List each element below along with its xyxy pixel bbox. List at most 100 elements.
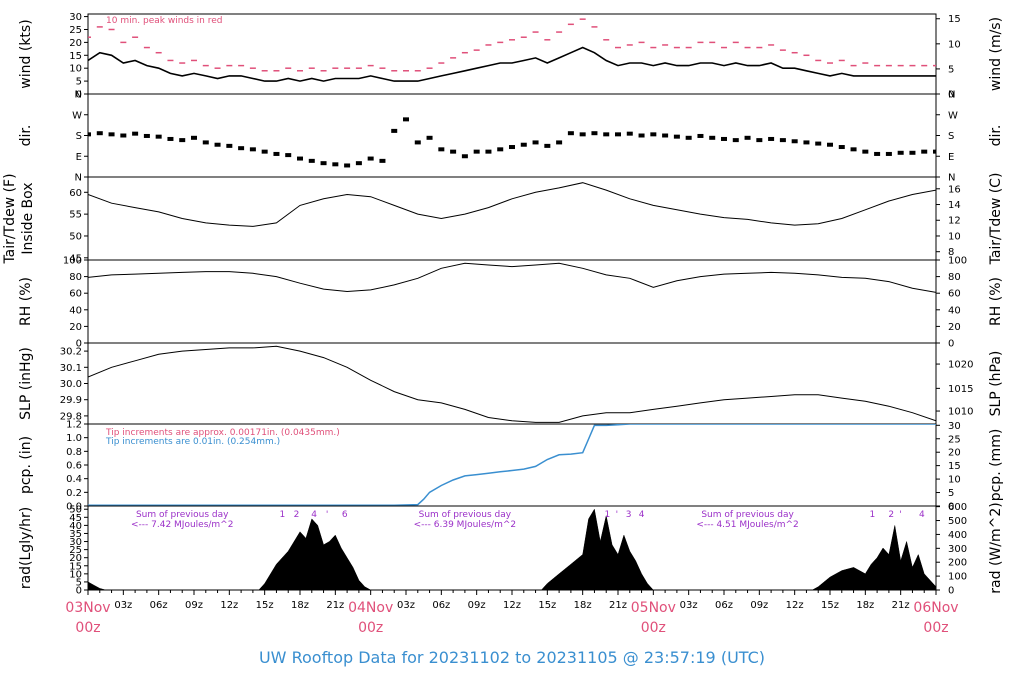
ytick-label-right-slp: 1015 bbox=[948, 384, 973, 395]
time-tick-label: 12z bbox=[786, 600, 804, 611]
rh-line bbox=[88, 262, 936, 293]
ytick-label-left-slp: 30.0 bbox=[60, 379, 82, 390]
ytick-label-right-temp: 10 bbox=[948, 231, 961, 242]
time-tick-label: 12z bbox=[220, 600, 238, 611]
ytick-label-left-temp: 50 bbox=[69, 231, 82, 242]
dir-point bbox=[662, 133, 669, 138]
rad-marker: 2 bbox=[294, 510, 300, 520]
dir-point bbox=[909, 150, 916, 155]
ytick-label-right-slp: 1010 bbox=[948, 407, 973, 418]
time-tick-label: 21z bbox=[609, 600, 627, 611]
ytick-label-right-wind: 5 bbox=[948, 64, 954, 75]
dir-point bbox=[544, 143, 551, 148]
rad-marker: 4 bbox=[639, 510, 645, 520]
ytick-label-left-rad: 0 bbox=[76, 586, 82, 597]
wind-mean-line bbox=[88, 46, 936, 82]
rad-marker: 1 bbox=[279, 510, 285, 520]
ytick-label-left-pcp: 0.6 bbox=[66, 461, 82, 472]
dir-point bbox=[626, 131, 633, 136]
dir-point bbox=[532, 140, 539, 145]
ytick-label-left-rh: 100 bbox=[63, 256, 82, 267]
dir-point bbox=[685, 135, 692, 140]
ytick-label-left-pcp: 0.8 bbox=[66, 447, 82, 458]
pcp-annotation: Tip increments are 0.01in. (0.254mm.) bbox=[105, 437, 280, 447]
rad-summary-title: Sum of previous day bbox=[419, 510, 512, 520]
ytick-label-left-pcp: 1.0 bbox=[66, 433, 82, 444]
day-label-date: 03Nov bbox=[65, 600, 110, 616]
ytick-label-left-rad: 50 bbox=[69, 505, 82, 516]
ytick-label-right-pcp: 25 bbox=[948, 434, 961, 445]
dir-point bbox=[367, 156, 374, 161]
dir-point bbox=[732, 138, 739, 143]
ytick-label-right-rad: 400 bbox=[948, 530, 967, 541]
ytick-label-right-pcp: 10 bbox=[948, 475, 961, 486]
ylabel-left-slp: SLP (inHg) bbox=[18, 347, 34, 420]
dir-point bbox=[202, 140, 209, 145]
ytick-label-right-rh: 40 bbox=[948, 305, 961, 316]
time-tick-label: 06z bbox=[150, 600, 168, 611]
pcp-line bbox=[88, 424, 936, 506]
ylabel-left-sub-temp: Inside Box bbox=[20, 182, 36, 254]
ytick-label-right-pcp: 0 bbox=[948, 502, 954, 513]
ytick-label-left-rh: 80 bbox=[69, 272, 82, 283]
time-tick-label: 09z bbox=[185, 600, 203, 611]
ytick-label-left-dir: N bbox=[75, 90, 82, 101]
dir-point bbox=[779, 138, 786, 143]
ytick-label-left-slp: 30.2 bbox=[60, 347, 82, 358]
time-tick-label: 09z bbox=[468, 600, 486, 611]
ytick-label-right-rh: 0 bbox=[948, 339, 954, 350]
time-tick-label: 15z bbox=[821, 600, 839, 611]
dir-point bbox=[191, 135, 197, 140]
ytick-label-left-rad: 10 bbox=[69, 569, 82, 580]
dir-point bbox=[827, 142, 833, 147]
ytick-label-right-temp: 12 bbox=[948, 216, 961, 227]
rad-marker: 6 bbox=[342, 510, 348, 520]
ytick-label-left-rad: 5 bbox=[76, 577, 82, 588]
ytick-label-right-wind: 0 bbox=[948, 90, 954, 101]
rad-area bbox=[88, 508, 936, 590]
dir-point bbox=[426, 135, 433, 140]
time-tick-label: 21z bbox=[326, 600, 344, 611]
dir-point bbox=[88, 132, 91, 137]
dir-point bbox=[238, 146, 245, 151]
ytick-label-right-dir: W bbox=[948, 110, 958, 121]
ylabel-right-rh: RH (%) bbox=[988, 277, 1004, 326]
ytick-label-left-rh: 20 bbox=[69, 322, 82, 333]
rad-marker: 2 bbox=[888, 510, 894, 520]
dir-point bbox=[320, 161, 327, 166]
dir-point bbox=[768, 136, 775, 141]
ylabel-right-slp: SLP (hPa) bbox=[988, 351, 1004, 417]
ytick-label-right-temp: 8 bbox=[948, 247, 954, 258]
dir-point bbox=[450, 149, 457, 154]
ylabel-left-temp: Tair/Tdew (F) bbox=[2, 173, 18, 264]
ytick-label-left-temp: 45 bbox=[69, 253, 82, 264]
day-label-date: 06Nov bbox=[913, 600, 958, 616]
time-tick-label: 06z bbox=[715, 600, 733, 611]
rad-marker: 1 bbox=[870, 510, 876, 520]
rad-marker: 1 bbox=[605, 510, 611, 520]
dir-point bbox=[403, 117, 409, 122]
rad-marker: 3 bbox=[626, 510, 632, 520]
dir-point bbox=[285, 153, 292, 158]
dir-point bbox=[509, 145, 515, 150]
dir-point bbox=[332, 162, 339, 167]
dir-point bbox=[556, 140, 563, 145]
temp-line bbox=[88, 182, 936, 227]
dir-point bbox=[143, 133, 150, 138]
ytick-label-right-rh: 60 bbox=[948, 289, 961, 300]
ytick-label-right-rh: 100 bbox=[948, 256, 967, 267]
ytick-label-left-dir: S bbox=[76, 131, 82, 142]
dir-point bbox=[108, 132, 115, 137]
slp-line bbox=[88, 345, 936, 423]
ytick-label-left-rad: 20 bbox=[69, 553, 82, 564]
dir-point bbox=[379, 158, 386, 163]
ytick-label-left-wind: 0 bbox=[76, 90, 82, 101]
dir-point bbox=[579, 132, 586, 137]
ytick-label-right-slp: 1020 bbox=[948, 360, 973, 371]
panel-frame-slp bbox=[87, 342, 937, 425]
dir-point bbox=[721, 136, 727, 141]
ytick-label-left-rad: 15 bbox=[69, 561, 82, 572]
dir-point bbox=[273, 151, 280, 156]
dir-point bbox=[933, 149, 936, 154]
